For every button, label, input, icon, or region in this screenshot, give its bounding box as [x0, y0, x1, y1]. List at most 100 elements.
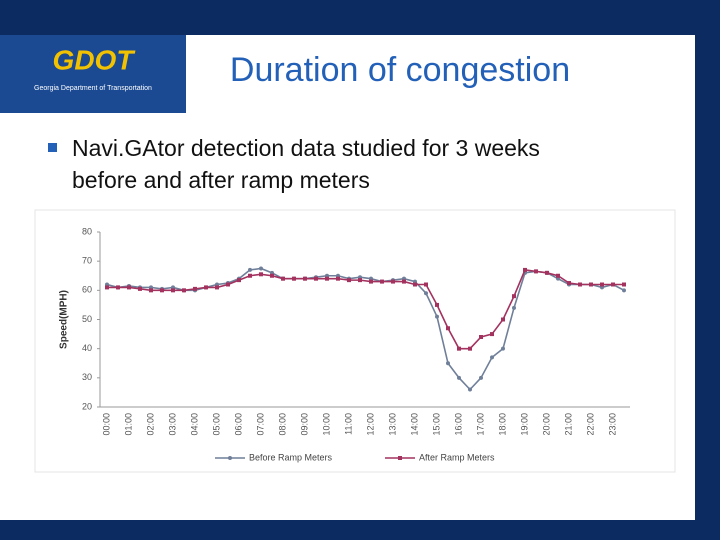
data-point	[237, 278, 241, 283]
data-point	[325, 276, 329, 281]
data-point	[281, 276, 285, 281]
data-point	[347, 278, 351, 283]
data-point	[402, 279, 406, 284]
data-point	[248, 267, 252, 272]
x-tick-label: 05:00	[211, 413, 221, 436]
y-tick-label: 60	[82, 285, 92, 295]
data-point	[259, 266, 263, 271]
data-point	[468, 346, 472, 351]
x-tick-label: 13:00	[387, 413, 397, 436]
data-point	[336, 276, 340, 281]
x-tick-label: 20:00	[541, 413, 551, 436]
data-point	[600, 282, 604, 287]
data-point	[391, 279, 395, 284]
legend-marker	[228, 456, 232, 460]
data-point	[116, 285, 120, 290]
data-point	[171, 288, 175, 293]
data-point	[446, 326, 450, 331]
x-tick-label: 04:00	[189, 413, 199, 436]
data-point	[457, 375, 461, 380]
bullet-text: Navi.GAtor detection data studied for 3 …	[72, 135, 540, 161]
data-point	[182, 288, 186, 293]
legend-label: Before Ramp Meters	[249, 452, 333, 462]
bullet-marker	[48, 143, 57, 152]
y-tick-label: 50	[82, 314, 92, 324]
data-point	[358, 278, 362, 283]
x-tick-label: 16:00	[453, 413, 463, 436]
x-tick-label: 23:00	[607, 413, 617, 436]
data-point	[512, 294, 516, 299]
data-point	[127, 285, 131, 290]
data-point	[435, 314, 439, 319]
data-point	[270, 273, 274, 278]
y-tick-label: 30	[82, 372, 92, 382]
x-tick-label: 22:00	[585, 413, 595, 436]
x-tick-label: 15:00	[431, 413, 441, 436]
x-tick-label: 00:00	[101, 413, 111, 436]
data-point	[534, 269, 538, 274]
x-tick-label: 14:00	[409, 413, 419, 436]
data-point	[303, 276, 307, 281]
data-point	[611, 282, 615, 287]
chart-frame	[34, 209, 676, 473]
data-point	[369, 279, 373, 284]
x-tick-label: 11:00	[343, 413, 353, 435]
data-point	[424, 282, 428, 287]
data-point	[149, 288, 153, 293]
data-point	[193, 286, 197, 291]
data-point	[512, 305, 516, 310]
data-point	[105, 285, 109, 290]
data-point	[248, 273, 252, 278]
data-point	[457, 346, 461, 351]
y-tick-label: 40	[82, 343, 92, 353]
data-point	[424, 291, 428, 296]
data-point	[479, 375, 483, 380]
y-tick-label: 70	[82, 256, 92, 266]
logo-subtitle: Georgia Department of Transportation	[34, 85, 152, 92]
data-point	[622, 288, 626, 293]
x-tick-label: 01:00	[123, 413, 133, 436]
x-tick-label: 17:00	[475, 413, 485, 436]
data-point	[413, 282, 417, 287]
x-tick-label: 19:00	[519, 413, 529, 436]
data-point	[215, 285, 219, 290]
slide-title: Duration of congestion	[230, 51, 570, 89]
data-point	[622, 282, 626, 287]
chart: 20 30 40 50 60 70 80 Speed(MPH) 00:00 01:00 02:00 0…	[59, 226, 630, 462]
data-point	[380, 279, 384, 284]
x-tick-label: 07:00	[255, 413, 265, 436]
data-point	[578, 282, 582, 287]
y-tick-label: 20	[82, 401, 92, 411]
data-point	[556, 273, 560, 278]
data-point	[160, 288, 164, 293]
data-point	[545, 270, 549, 275]
data-point	[479, 335, 483, 339]
y-tick-label: 80	[82, 226, 92, 236]
data-point	[138, 286, 142, 291]
data-point	[446, 361, 450, 366]
x-tick-label: 06:00	[233, 413, 243, 436]
legend-marker	[398, 456, 402, 460]
x-tick-label: 08:00	[277, 413, 287, 436]
data-point	[490, 332, 494, 337]
data-point	[490, 355, 494, 360]
x-tick-label: 12:00	[365, 413, 375, 436]
data-point	[435, 302, 439, 307]
x-tick-label: 09:00	[299, 413, 309, 436]
data-point	[589, 282, 593, 287]
x-tick-label: 02:00	[145, 413, 155, 436]
x-tick-label: 18:00	[497, 413, 507, 436]
data-point	[204, 285, 208, 290]
legend-label: After Ramp Meters	[419, 452, 495, 462]
x-tick-label: 03:00	[167, 413, 177, 436]
data-point	[259, 272, 263, 277]
data-point	[314, 276, 318, 281]
y-axis-label: Speed(MPH)	[59, 290, 70, 349]
data-point	[523, 267, 527, 272]
logo-box	[0, 35, 186, 113]
data-point	[226, 282, 230, 287]
data-point	[501, 317, 505, 322]
logo-name: GDOT	[53, 44, 137, 75]
x-tick-label: 10:00	[321, 413, 331, 436]
